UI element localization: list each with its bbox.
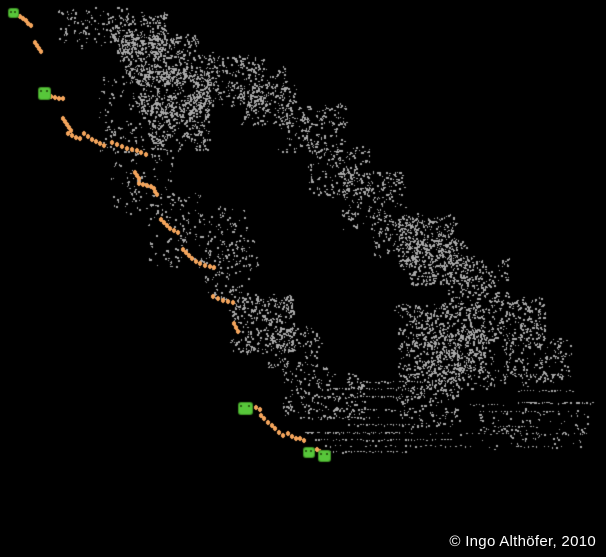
- copyright-label: © Ingo Althöfer, 2010: [449, 533, 596, 550]
